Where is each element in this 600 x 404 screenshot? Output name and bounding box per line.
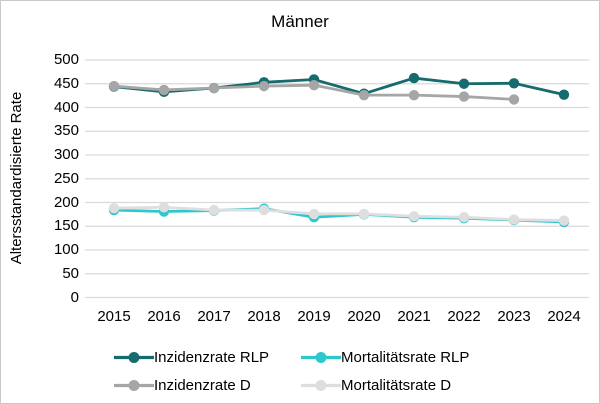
series-inzidenzrate-rlp: [108, 72, 570, 100]
y-tick-label-100: 100: [53, 241, 79, 258]
x-tick-label-2017: 2017: [197, 308, 231, 325]
x-tick-label-2019: 2019: [297, 308, 331, 325]
y-tick-label-50: 50: [62, 264, 79, 282]
point-inzidenzrate-rlp-2024: [558, 89, 570, 100]
y-tick-label-450: 450: [53, 74, 79, 92]
y-tick-label-350: 350: [53, 122, 79, 140]
point-mortalit-tsrate-d-2016: [158, 202, 170, 213]
point-inzidenzrate-rlp-2021: [408, 72, 420, 84]
x-tick-label-2023: 2023: [497, 308, 531, 325]
point-inzidenzrate-rlp-2022: [458, 78, 470, 89]
series-inzidenzrate-d: [108, 79, 520, 105]
point-mortalit-tsrate-d-2015: [108, 203, 120, 214]
point-inzidenzrate-d-2015: [108, 80, 120, 92]
y-tick-label-400: 400: [53, 98, 79, 116]
legend-item-mortalit-tsrate-d: Mortalitätsrate D: [301, 371, 469, 399]
y-tick-label-200: 200: [53, 193, 79, 211]
x-tick-label-2015: 2015: [97, 308, 131, 325]
point-inzidenzrate-d-2023: [508, 94, 520, 105]
y-tick-label-250: 250: [53, 169, 79, 187]
point-mortalit-tsrate-d-2020: [358, 208, 370, 220]
legend-item-inzidenzrate-rlp: Inzidenzrate RLP: [114, 343, 301, 371]
legend-label-mortalit-tsrate-d: Mortalitätsrate D: [341, 376, 452, 394]
legend-marker-icon-inzidenzrate-d: [114, 379, 154, 391]
chart-title: Männer: [271, 12, 329, 31]
point-inzidenzrate-d-2016: [158, 84, 170, 96]
x-tick-label-2021: 2021: [397, 308, 431, 325]
point-inzidenzrate-rlp-2023: [508, 78, 520, 89]
legend: Inzidenzrate RLP Mortalitätsrate RLP Inzid…: [114, 343, 469, 399]
y-tick-label-150: 150: [53, 217, 79, 235]
legend-label-inzidenzrate-d: Inzidenzrate D: [154, 376, 251, 394]
x-tick-label-2020: 2020: [347, 308, 381, 325]
legend-marker-icon-mortalit-tsrate-rlp: [301, 351, 341, 363]
x-tick-label-2018: 2018: [247, 308, 281, 325]
y-tick-label-500: 500: [53, 51, 79, 68]
point-mortalit-tsrate-d-2024: [558, 215, 570, 226]
point-inzidenzrate-d-2017: [208, 82, 220, 94]
point-inzidenzrate-d-2020: [358, 89, 370, 101]
x-tick-label-2022: 2022: [447, 308, 481, 325]
point-mortalit-tsrate-d-2017: [208, 204, 220, 216]
point-inzidenzrate-d-2021: [408, 89, 420, 101]
point-inzidenzrate-d-2022: [458, 91, 470, 102]
legend-item-inzidenzrate-d: Inzidenzrate D: [114, 371, 301, 399]
series-mortalit-tsrate-d: [108, 202, 570, 226]
y-tick-label-300: 300: [53, 146, 79, 163]
y-tick-label-0: 0: [70, 288, 79, 306]
point-mortalit-tsrate-d-2021: [408, 211, 420, 222]
point-mortalit-tsrate-d-2022: [458, 212, 470, 223]
legend-marker-icon-inzidenzrate-rlp: [114, 351, 154, 363]
x-tick-label-2024: 2024: [547, 308, 581, 325]
legend-label-mortalit-tsrate-rlp: Mortalitätsrate RLP: [341, 348, 470, 366]
legend-item-mortalit-tsrate-rlp: Mortalitätsrate RLP: [301, 343, 469, 371]
line-mortalit-tsrate-d: [113, 205, 565, 222]
point-mortalit-tsrate-d-2019: [308, 208, 320, 220]
line-inzidenzrate-rlp: [113, 76, 565, 97]
legend-label-inzidenzrate-rlp: Inzidenzrate RLP: [154, 348, 270, 366]
point-mortalit-tsrate-d-2018: [258, 204, 270, 216]
point-inzidenzrate-d-2018: [258, 80, 270, 92]
x-tick-label-2016: 2016: [147, 308, 181, 325]
point-mortalit-tsrate-d-2023: [508, 214, 520, 225]
legend-marker-icon-mortalit-tsrate-d: [301, 379, 341, 391]
point-inzidenzrate-d-2019: [308, 79, 320, 91]
